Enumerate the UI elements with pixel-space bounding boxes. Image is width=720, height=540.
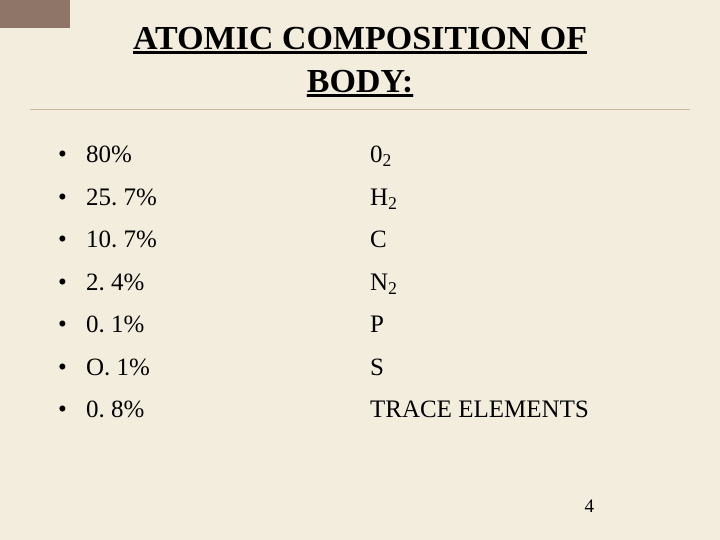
list-item: •2. 4% xyxy=(58,262,340,305)
bullet-icon: • xyxy=(58,347,86,390)
percent-value: 80% xyxy=(86,134,132,177)
bullet-icon: • xyxy=(58,134,86,177)
list-item: P xyxy=(370,304,589,347)
bullet-icon: • xyxy=(58,389,86,432)
element-subscript: 2 xyxy=(383,146,392,176)
element-column: 02 H2 C N2 P S TRACE ELEMENTS xyxy=(340,134,589,432)
percent-column: •80% •25. 7% •10. 7% •2. 4% •0. 1% •O. 1… xyxy=(0,134,340,432)
bullet-icon: • xyxy=(58,219,86,262)
list-item: •80% xyxy=(58,134,340,177)
bullet-icon: • xyxy=(58,177,86,220)
percent-value: 0. 1% xyxy=(86,304,144,347)
element-subscript: 2 xyxy=(388,189,397,219)
percent-value: 0. 8% xyxy=(86,389,144,432)
list-item: 02 xyxy=(370,134,589,177)
list-item: N2 xyxy=(370,262,589,305)
content-columns: •80% •25. 7% •10. 7% •2. 4% •0. 1% •O. 1… xyxy=(0,134,720,432)
slide-title: ATOMIC COMPOSITION OF BODY: xyxy=(0,0,720,103)
percent-value: O. 1% xyxy=(86,347,150,390)
percent-value: 2. 4% xyxy=(86,262,144,305)
element-symbol: N xyxy=(370,262,388,305)
list-item: •25. 7% xyxy=(58,177,340,220)
list-item: •O. 1% xyxy=(58,347,340,390)
percent-value: 25. 7% xyxy=(86,177,157,220)
element-symbol: 0 xyxy=(370,134,383,177)
list-item: TRACE ELEMENTS xyxy=(370,389,589,432)
title-line-2: BODY: xyxy=(307,63,413,100)
list-item: C xyxy=(370,219,589,262)
list-item: H2 xyxy=(370,177,589,220)
element-symbol: C xyxy=(370,219,387,262)
list-item: •10. 7% xyxy=(58,219,340,262)
element-symbol: H xyxy=(370,177,388,220)
list-item: S xyxy=(370,347,589,390)
list-item: •0. 8% xyxy=(58,389,340,432)
page-number: 4 xyxy=(585,496,595,518)
list-item: •0. 1% xyxy=(58,304,340,347)
corner-accent xyxy=(0,0,70,28)
element-symbol: S xyxy=(370,347,384,390)
percent-value: 10. 7% xyxy=(86,219,157,262)
title-line-1: ATOMIC COMPOSITION OF xyxy=(133,20,587,57)
element-symbol: P xyxy=(370,304,384,347)
element-subscript: 2 xyxy=(388,274,397,304)
title-rule xyxy=(30,109,690,110)
bullet-icon: • xyxy=(58,304,86,347)
bullet-icon: • xyxy=(58,262,86,305)
element-symbol: TRACE ELEMENTS xyxy=(370,389,589,432)
